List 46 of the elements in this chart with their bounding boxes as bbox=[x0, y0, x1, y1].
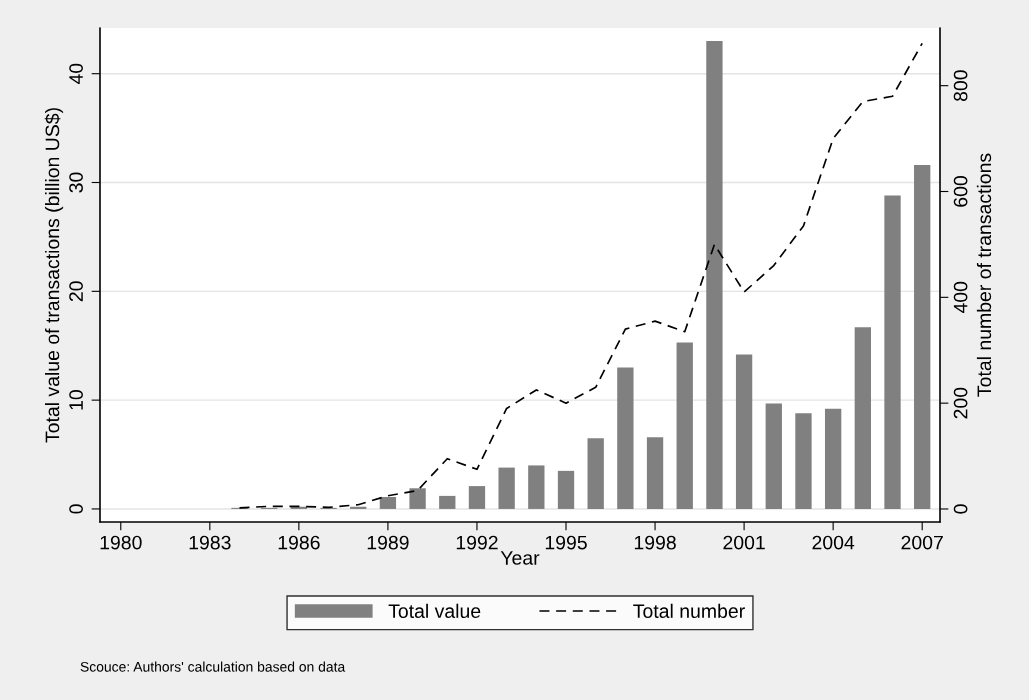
legend-label: Total value bbox=[388, 603, 481, 618]
bar bbox=[528, 465, 545, 509]
bar bbox=[854, 327, 871, 509]
bar bbox=[735, 354, 753, 509]
x-axis-title: Year bbox=[500, 551, 540, 565]
y-tick-label: 20 bbox=[69, 281, 83, 302]
y2-tick-label: 600 bbox=[953, 176, 968, 207]
bar bbox=[587, 438, 604, 509]
bar bbox=[468, 486, 486, 509]
bar bbox=[765, 403, 782, 509]
y2-tick-label: 400 bbox=[953, 281, 968, 314]
line-series bbox=[238, 42, 924, 509]
x-tick-label: 1995 bbox=[545, 535, 587, 550]
x-tick-label: 1986 bbox=[278, 535, 320, 550]
x-tick-label: 1980 bbox=[100, 535, 142, 550]
y-tick-label: 30 bbox=[69, 172, 83, 193]
x-tick-label: 2001 bbox=[723, 535, 765, 550]
bar bbox=[646, 437, 664, 509]
y-tick-label: 0 bbox=[69, 504, 83, 514]
x-tick-label: 1992 bbox=[456, 535, 498, 550]
bar bbox=[379, 496, 397, 509]
bar bbox=[914, 165, 931, 509]
bar bbox=[498, 467, 515, 509]
bar bbox=[706, 41, 723, 509]
bar bbox=[557, 470, 575, 509]
bar bbox=[439, 495, 456, 509]
y2-tick-label: 200 bbox=[953, 387, 968, 419]
text: Scouce: Authors' calculation based on data bbox=[80, 661, 346, 672]
y-tick-label: 40 bbox=[69, 63, 83, 85]
legend-label: Total number bbox=[633, 603, 745, 618]
y-axis-title: Total value of transactions (billion US$) bbox=[44, 108, 64, 443]
x-tick-label: 2007 bbox=[901, 535, 943, 550]
y-tick-label: 10 bbox=[69, 390, 83, 410]
bar bbox=[884, 195, 901, 509]
y2-tick-label: 0 bbox=[953, 504, 968, 514]
bar bbox=[409, 488, 426, 509]
y2-axis-title: Total number of transactions bbox=[976, 153, 992, 397]
bar bbox=[795, 413, 812, 509]
x-tick-label: 2004 bbox=[812, 535, 855, 550]
x-tick-label: 1989 bbox=[367, 535, 409, 550]
bar bbox=[824, 408, 842, 509]
x-tick-label: 1983 bbox=[189, 535, 231, 550]
bar bbox=[617, 367, 634, 509]
y2-tick-label: 800 bbox=[953, 70, 968, 102]
x-tick-label: 1998 bbox=[634, 535, 676, 550]
bar bbox=[676, 342, 693, 509]
